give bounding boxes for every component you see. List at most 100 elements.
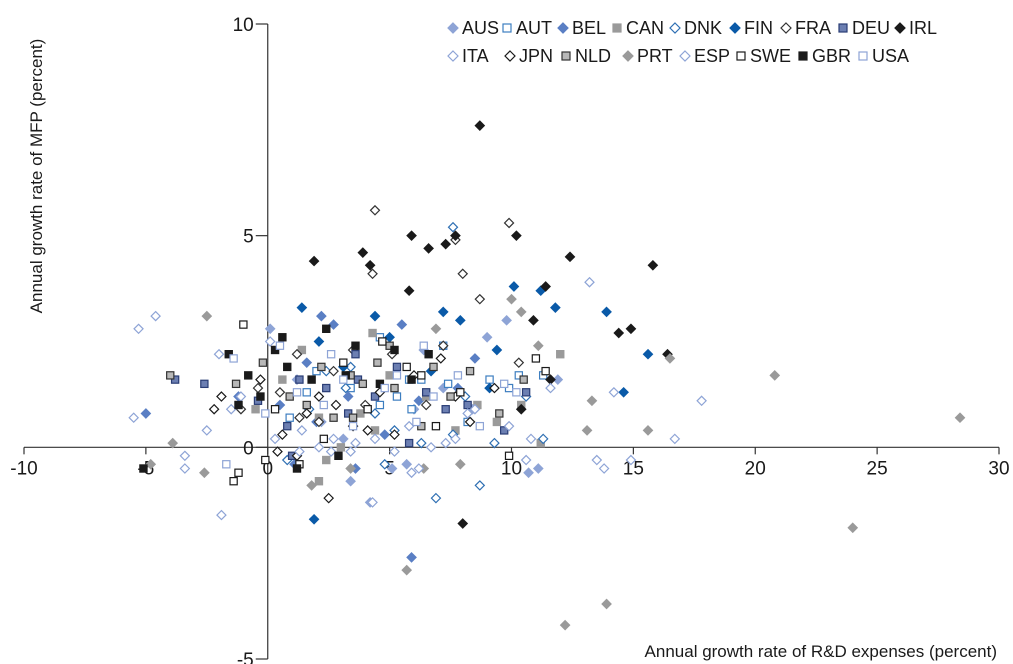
data-point — [441, 405, 450, 414]
data-point — [412, 417, 421, 427]
legend-entry-swe: SWE — [736, 46, 791, 66]
data-point — [294, 446, 305, 457]
data-point — [540, 281, 551, 292]
data-point — [696, 395, 707, 407]
data-point — [389, 446, 400, 457]
data-point — [523, 467, 534, 479]
data-point — [440, 238, 452, 250]
data-point — [367, 268, 378, 280]
data-point — [450, 230, 461, 242]
data-point — [357, 247, 369, 258]
data-point — [584, 276, 595, 288]
data-point — [150, 310, 161, 322]
legend-label: SWE — [750, 46, 791, 66]
data-point — [503, 217, 515, 229]
legend-entry-irl: IRL — [894, 18, 937, 38]
data-point — [296, 302, 308, 313]
data-point — [489, 437, 500, 449]
data-point — [363, 405, 372, 414]
data-point — [239, 320, 248, 329]
data-point — [669, 433, 681, 445]
data-point — [385, 371, 394, 380]
data-point — [339, 375, 348, 384]
data-point — [485, 375, 494, 384]
data-point — [322, 455, 331, 465]
series-swe — [229, 320, 550, 486]
data-point — [429, 362, 438, 372]
data-point — [601, 306, 612, 318]
data-point — [499, 426, 509, 435]
data-point — [503, 420, 515, 432]
data-point — [328, 433, 339, 445]
data-point — [306, 480, 317, 491]
data-point — [618, 386, 629, 398]
data-point — [272, 446, 283, 457]
data-point — [294, 412, 305, 424]
data-point — [314, 477, 324, 486]
data-point — [647, 259, 659, 271]
data-point — [559, 619, 571, 631]
data-point — [302, 388, 311, 397]
data-point — [345, 475, 356, 487]
data-point — [421, 388, 431, 397]
data-point — [308, 513, 320, 525]
data-point — [225, 403, 237, 415]
x-tick-label: 10 — [501, 458, 522, 479]
data-point — [229, 354, 238, 363]
data-point — [541, 366, 550, 376]
data-point — [447, 221, 459, 233]
legend-marker — [679, 50, 691, 62]
y-axis-title: Annual growth rate of MFP (percent) — [27, 39, 46, 314]
data-point — [302, 400, 311, 410]
data-point — [403, 420, 415, 432]
data-point — [453, 371, 463, 380]
data-point — [258, 358, 268, 367]
data-point — [261, 455, 270, 465]
data-point — [430, 323, 442, 335]
data-point — [407, 375, 416, 384]
data-point — [275, 341, 285, 350]
data-point — [224, 350, 233, 359]
data-point — [385, 341, 394, 350]
data-point — [431, 421, 441, 431]
data-point — [591, 454, 603, 466]
data-point — [378, 337, 387, 346]
data-point — [370, 392, 380, 401]
data-point — [278, 333, 287, 342]
data-point — [296, 425, 308, 436]
data-point — [446, 392, 455, 401]
legend-marker — [780, 22, 792, 34]
data-point — [350, 437, 361, 449]
data-point — [430, 492, 442, 504]
data-point — [506, 293, 517, 305]
data-point — [166, 371, 175, 380]
data-point — [389, 429, 400, 440]
legend-label: USA — [872, 46, 909, 66]
legend-marker — [798, 51, 808, 61]
legend-label: JPN — [519, 46, 553, 66]
legend-label: GBR — [812, 46, 851, 66]
data-point — [515, 306, 527, 318]
data-point — [140, 408, 152, 419]
data-point — [358, 379, 368, 389]
legend-marker — [858, 51, 868, 61]
y-tick-label: 5 — [243, 227, 254, 248]
data-point — [598, 463, 610, 474]
legend-entry-fin: FIN — [729, 18, 773, 38]
data-point — [170, 375, 180, 384]
data-point — [392, 362, 402, 372]
legend-label: IRL — [909, 18, 937, 38]
data-point — [199, 467, 210, 479]
data-point — [386, 463, 398, 474]
data-point — [492, 417, 502, 427]
data-point — [519, 375, 528, 384]
data-point — [457, 518, 469, 529]
data-point — [301, 357, 313, 369]
data-point — [319, 434, 329, 444]
data-point — [313, 391, 325, 402]
data-point — [295, 375, 304, 384]
legend-label: CAN — [626, 18, 664, 38]
data-point — [322, 324, 331, 334]
data-point — [328, 319, 339, 330]
data-point — [521, 388, 531, 397]
